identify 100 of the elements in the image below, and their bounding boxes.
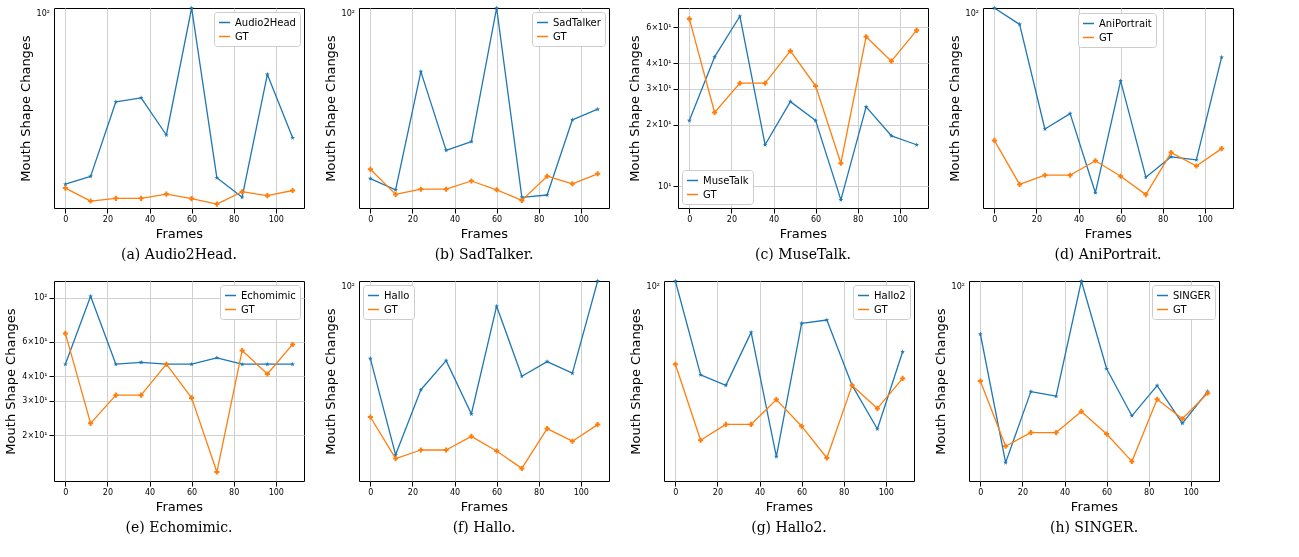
y-tick-label: 3×10¹ bbox=[22, 396, 48, 406]
x-tick-label: 100 bbox=[892, 214, 908, 224]
legend-label: Echomimic bbox=[241, 289, 296, 301]
x-tick-label: 100 bbox=[268, 214, 284, 224]
x-tick-label: 40 bbox=[449, 487, 461, 497]
x-tick-label: 60 bbox=[187, 487, 198, 497]
x-tick-label: 20 bbox=[407, 214, 419, 224]
legend-label: GT bbox=[553, 30, 568, 42]
text: (d) AniPortrait. bbox=[1054, 246, 1162, 262]
text: 10² bbox=[341, 282, 355, 291]
x-tick-label: 40 bbox=[1073, 214, 1085, 224]
legend-label: GT bbox=[703, 188, 718, 200]
x-tick-label: 100 bbox=[1183, 487, 1199, 497]
y-axis-title: Mouth Shape Changes bbox=[627, 35, 643, 182]
x-tick-label: 0 bbox=[368, 214, 374, 224]
x-tick-label: 100 bbox=[268, 487, 284, 497]
y-tick-label: 4×10¹ bbox=[22, 371, 48, 381]
y-tick-label: 6×10¹ bbox=[22, 337, 48, 347]
x-tick-label: 80 bbox=[534, 214, 545, 224]
x-tick-label: 80 bbox=[853, 214, 864, 224]
x-axis-title: Frames bbox=[460, 498, 509, 514]
x-tick-label: 80 bbox=[229, 214, 240, 224]
y-axis-title: Mouth Shape Changes bbox=[3, 308, 19, 455]
y-axis-title: Mouth Shape Changes bbox=[946, 35, 962, 182]
x-tick-label: 80 bbox=[1158, 214, 1169, 224]
x-tick-label: 100 bbox=[1197, 214, 1213, 224]
x-tick-label: 0 bbox=[687, 214, 693, 224]
x-tick-label: 20 bbox=[1017, 487, 1029, 497]
x-tick-label: 40 bbox=[768, 214, 780, 224]
legend-label: Hallo bbox=[384, 289, 410, 301]
x-tick-label: 0 bbox=[978, 487, 984, 497]
text: (c) MuseTalk. bbox=[754, 246, 852, 262]
x-tick-label: 60 bbox=[1116, 214, 1127, 224]
x-tick-label: 100 bbox=[573, 487, 589, 497]
x-tick-label: 20 bbox=[102, 487, 114, 497]
x-tick-label: 20 bbox=[407, 487, 419, 497]
legend-label: AniPortrait bbox=[1099, 17, 1152, 29]
text: (h) SINGER. bbox=[1049, 519, 1139, 535]
x-tick-label: 40 bbox=[1059, 487, 1071, 497]
x-axis-title: Frames bbox=[155, 498, 204, 514]
x-tick-label: 20 bbox=[712, 487, 724, 497]
x-tick-label: 40 bbox=[144, 214, 156, 224]
x-tick-label: 80 bbox=[229, 487, 240, 497]
legend-label: SadTalker bbox=[553, 16, 602, 28]
x-tick-label: 60 bbox=[187, 214, 198, 224]
x-tick-label: 20 bbox=[102, 214, 114, 224]
x-tick-label: 20 bbox=[1031, 214, 1043, 224]
y-axis-title: Mouth Shape Changes bbox=[322, 308, 338, 455]
y-axis-title: Mouth Shape Changes bbox=[627, 308, 643, 455]
x-tick-label: 60 bbox=[797, 487, 808, 497]
y-tick-label: 3×10¹ bbox=[646, 84, 672, 94]
y-axis-title: Mouth Shape Changes bbox=[932, 308, 948, 455]
x-tick-label: 80 bbox=[1144, 487, 1155, 497]
y-axis-title: Mouth Shape Changes bbox=[17, 35, 33, 182]
y-tick-label: 2×10¹ bbox=[646, 120, 672, 130]
y-tick-label: 2×10¹ bbox=[22, 430, 48, 440]
x-tick-label: 60 bbox=[492, 214, 503, 224]
x-tick-label: 0 bbox=[63, 487, 69, 497]
legend-label: GT bbox=[235, 30, 250, 42]
y-tick-label: 4×10¹ bbox=[646, 58, 672, 68]
x-axis-title: Frames bbox=[155, 225, 204, 241]
x-tick-label: 20 bbox=[726, 214, 738, 224]
text: (a) Audio2Head. bbox=[121, 246, 237, 262]
legend-label: SINGER bbox=[1173, 289, 1211, 301]
text: (e) Echomimic. bbox=[125, 519, 233, 535]
x-axis-title: Frames bbox=[1070, 498, 1119, 514]
legend-label: GT bbox=[874, 303, 889, 315]
x-tick-label: 80 bbox=[534, 487, 545, 497]
y-tick-label: 10² bbox=[34, 293, 48, 303]
y-tick-label: 10¹ bbox=[658, 182, 672, 191]
y-tick-label: 6×10¹ bbox=[646, 22, 672, 32]
x-axis-title: Frames bbox=[779, 225, 828, 241]
text: (b) SadTalker. bbox=[434, 246, 534, 262]
text: (f) Hallo. bbox=[452, 519, 516, 535]
legend-label: Hallo2 bbox=[874, 289, 906, 301]
x-tick-label: 40 bbox=[754, 487, 766, 497]
x-tick-label: 40 bbox=[144, 487, 156, 497]
x-tick-label: 100 bbox=[573, 214, 589, 224]
x-tick-label: 0 bbox=[992, 214, 998, 224]
x-axis-title: Frames bbox=[460, 225, 509, 241]
x-tick-label: 0 bbox=[368, 487, 374, 497]
x-tick-label: 40 bbox=[449, 214, 461, 224]
x-tick-label: 60 bbox=[492, 487, 503, 497]
x-tick-label: 0 bbox=[673, 487, 679, 497]
legend-label: GT bbox=[384, 303, 399, 315]
text: 10² bbox=[341, 9, 355, 18]
x-tick-label: 0 bbox=[63, 214, 69, 224]
x-tick-label: 80 bbox=[839, 487, 850, 497]
x-tick-label: 100 bbox=[878, 487, 894, 497]
x-tick-label: 60 bbox=[1102, 487, 1113, 497]
legend-label: GT bbox=[1099, 31, 1114, 43]
legend-label: GT bbox=[1173, 303, 1188, 315]
legend-label: MuseTalk bbox=[703, 174, 749, 186]
x-tick-label: 60 bbox=[811, 214, 822, 224]
x-axis-title: Frames bbox=[765, 498, 814, 514]
legend-label: Audio2Head bbox=[235, 16, 296, 28]
text: 10² bbox=[965, 9, 979, 18]
y-axis-title: Mouth Shape Changes bbox=[322, 35, 338, 182]
text: 10² bbox=[951, 282, 965, 291]
legend-label: GT bbox=[241, 303, 256, 315]
